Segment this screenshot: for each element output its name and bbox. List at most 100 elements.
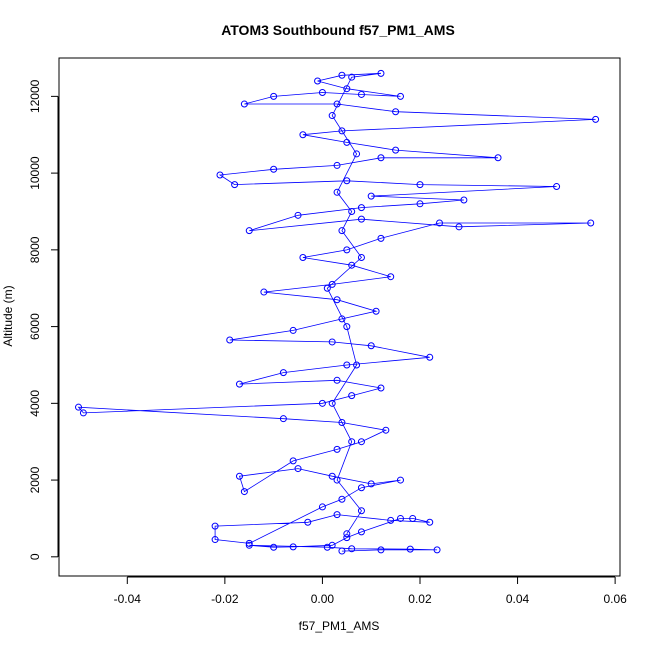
data-point — [245, 227, 253, 235]
data-point — [323, 284, 331, 292]
data-point — [396, 92, 404, 100]
data-point — [396, 476, 404, 484]
x-tick-label: -0.04 — [114, 592, 142, 606]
data-point — [343, 138, 351, 146]
y-tick-label: 0 — [28, 553, 42, 560]
y-tick-label: 2000 — [28, 466, 42, 493]
data-point — [338, 315, 346, 323]
data-point — [328, 399, 336, 407]
data-point — [270, 92, 278, 100]
data-point — [318, 399, 326, 407]
data-point — [377, 154, 385, 162]
data-point — [367, 192, 375, 200]
data-point — [460, 196, 468, 204]
data-point — [235, 380, 243, 388]
data-point — [343, 530, 351, 538]
data-point — [426, 518, 434, 526]
plot-area — [75, 69, 600, 555]
data-point — [318, 503, 326, 511]
data-point — [348, 545, 356, 553]
data-point — [328, 280, 336, 288]
data-point — [357, 507, 365, 515]
data-point — [333, 100, 341, 108]
data-point — [433, 546, 441, 554]
data-point — [231, 181, 239, 189]
data-point — [235, 472, 243, 480]
data-point — [348, 73, 356, 81]
data-point — [343, 246, 351, 254]
data-point — [348, 207, 356, 215]
data-point — [279, 415, 287, 423]
x-tick-label: 0.02 — [408, 592, 432, 606]
y-tick-label: 12000 — [28, 79, 42, 113]
data-point — [357, 484, 365, 492]
data-point — [294, 465, 302, 473]
chart-title: ATOM3 Southbound f57_PM1_AMS — [221, 22, 455, 38]
y-axis-label: Altitude (m) — [1, 285, 15, 346]
data-point — [333, 161, 341, 169]
data-point — [592, 115, 600, 123]
data-point — [367, 480, 375, 488]
y-tick-label: 10000 — [28, 156, 42, 190]
data-point — [377, 384, 385, 392]
data-point — [455, 223, 463, 231]
data-point — [387, 516, 395, 524]
data-point — [338, 419, 346, 427]
data-point — [353, 361, 361, 369]
data-point — [211, 536, 219, 544]
data-point — [338, 495, 346, 503]
data-point — [377, 546, 385, 554]
data-point — [333, 476, 341, 484]
data-point — [357, 254, 365, 262]
x-tick-label: 0.04 — [506, 592, 530, 606]
x-axis: -0.04 -0.02 0.00 0.02 0.04 0.06 — [114, 576, 627, 606]
data-point — [348, 438, 356, 446]
data-point — [270, 165, 278, 173]
data-point — [587, 219, 595, 227]
data-point — [348, 392, 356, 400]
data-point — [245, 539, 253, 547]
data-point — [343, 85, 351, 93]
data-point — [333, 376, 341, 384]
data-point — [338, 71, 346, 79]
data-point — [289, 543, 297, 551]
data-point — [299, 131, 307, 139]
data-point — [245, 541, 253, 549]
series-line — [77, 72, 596, 552]
data-point — [79, 409, 87, 417]
data-point — [216, 171, 224, 179]
data-point — [382, 426, 390, 434]
data-point — [553, 183, 561, 191]
data-point — [328, 338, 336, 346]
data-point — [333, 511, 341, 519]
data-point — [279, 369, 287, 377]
data-point — [377, 69, 385, 77]
data-point — [409, 514, 417, 522]
data-point — [260, 288, 268, 296]
y-axis: 0 2000 4000 6000 8000 10000 12000 — [28, 79, 59, 560]
data-point — [333, 188, 341, 196]
data-point — [406, 545, 414, 553]
data-point — [357, 204, 365, 212]
data-point — [392, 146, 400, 154]
data-point — [357, 528, 365, 536]
data-point — [426, 353, 434, 361]
plot-frame — [58, 57, 621, 577]
data-point — [328, 541, 336, 549]
data-point — [357, 90, 365, 98]
data-point — [392, 108, 400, 116]
data-point — [343, 177, 351, 185]
data-point — [367, 342, 375, 350]
data-point — [343, 534, 351, 542]
data-point — [226, 336, 234, 344]
y-tick-label: 6000 — [28, 313, 42, 340]
data-point — [75, 403, 83, 411]
data-point — [416, 181, 424, 189]
data-point — [343, 361, 351, 369]
data-point — [318, 89, 326, 97]
data-point — [270, 543, 278, 551]
data-point — [240, 488, 248, 496]
data-point — [436, 219, 444, 227]
data-point — [314, 77, 322, 85]
